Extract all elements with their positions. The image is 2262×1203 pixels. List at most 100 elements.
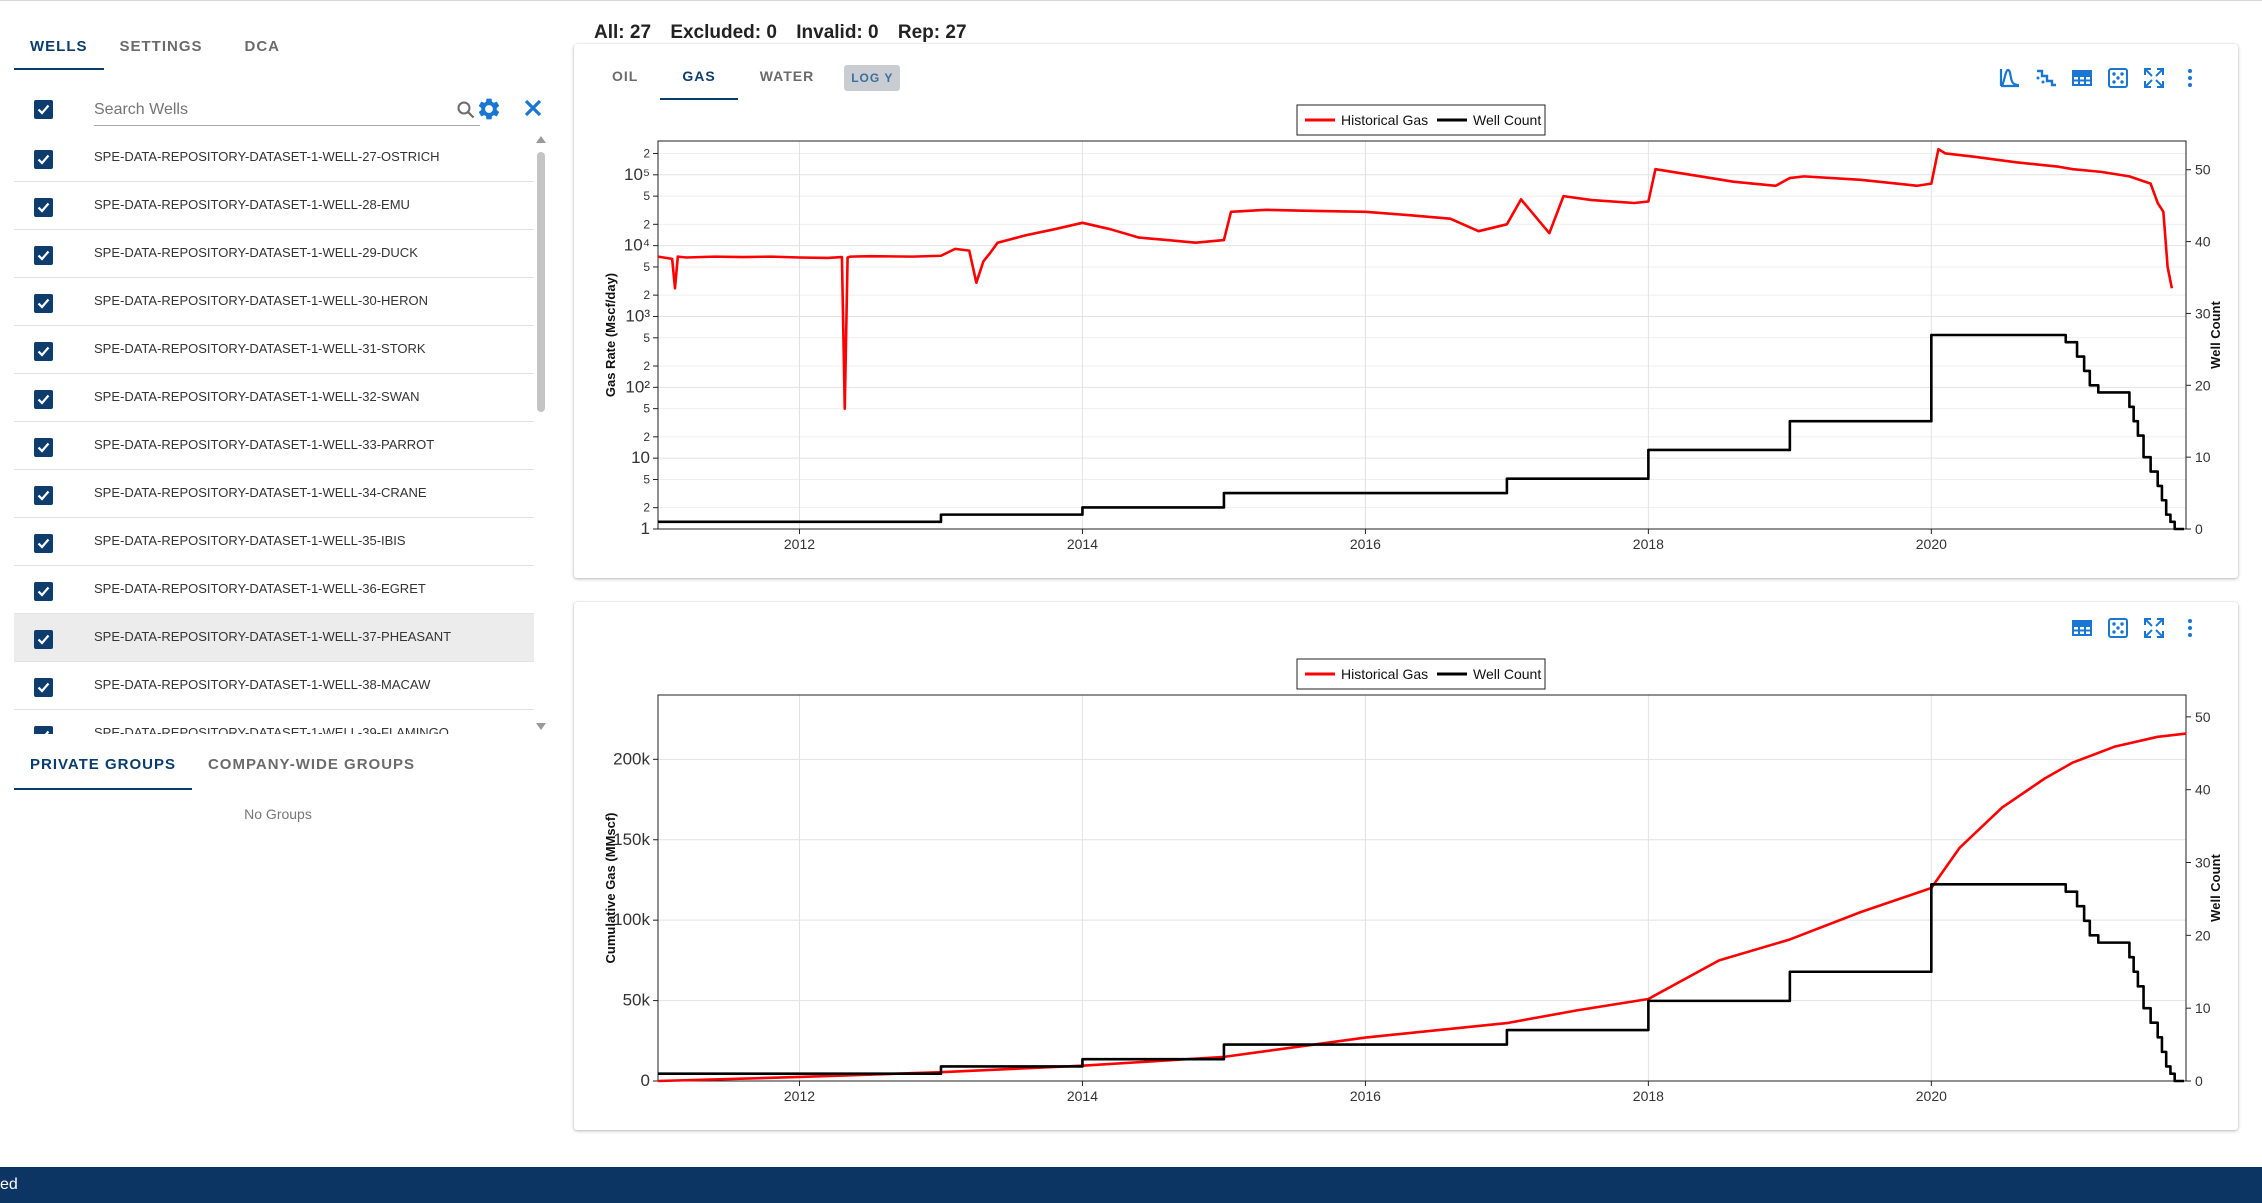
left-tabs: WELLS SETTINGS DCA [14,30,296,70]
tab-company-wide-groups[interactable]: COMPANY-WIDE GROUPS [207,756,416,773]
fullscreen-icon[interactable] [2136,64,2172,92]
well-checkbox[interactable] [34,486,53,505]
y-tick-label: 200k [613,749,650,768]
well-name: SPE-DATA-REPOSITORY-DATASET-1-WELL-30-HE… [94,293,428,308]
well-list-item[interactable]: SPE-DATA-REPOSITORY-DATASET-1-WELL-31-ST… [14,326,534,374]
chart-toolbar-top [1992,64,2208,92]
close-icon[interactable] [521,96,545,125]
well-checkbox[interactable] [34,342,53,361]
well-name: SPE-DATA-REPOSITORY-DATASET-1-WELL-34-CR… [94,485,427,500]
select-all-checkbox[interactable] [34,100,53,119]
x-tick-label: 2014 [1067,1088,1098,1104]
scatter-icon[interactable] [2100,64,2136,92]
count-excluded: Excluded: 0 [670,22,777,43]
left-panel: WELLS SETTINGS DCA SPE-DATA-REPOSITORY-D… [0,0,556,1165]
series-line-historical-gas [657,732,2187,1083]
scroll-down-arrow-icon[interactable] [536,723,546,730]
well-list-item[interactable]: SPE-DATA-REPOSITORY-DATASET-1-WELL-33-PA… [14,422,534,470]
y-tick-label: 10⁵ [624,165,650,184]
fullscreen-icon[interactable] [2136,614,2172,642]
well-name: SPE-DATA-REPOSITORY-DATASET-1-WELL-37-PH… [94,629,452,644]
check-icon [37,682,50,693]
more-vert-icon[interactable] [2172,614,2208,642]
well-checkbox[interactable] [34,534,53,553]
well-list-item[interactable]: SPE-DATA-REPOSITORY-DATASET-1-WELL-29-DU… [14,230,534,278]
tab-gas[interactable]: GAS [660,60,738,100]
gear-icon[interactable] [476,96,502,127]
well-list-item[interactable]: SPE-DATA-REPOSITORY-DATASET-1-WELL-36-EG… [14,566,534,614]
group-tabs: PRIVATE GROUPS COMPANY-WIDE GROUPS [14,748,431,790]
search-input[interactable] [94,96,434,122]
scroll-up-arrow-icon[interactable] [536,136,546,143]
y-tick-label: 2 [643,359,650,373]
check-icon [37,586,50,597]
x-tick-label: 2012 [784,536,815,552]
well-list-item[interactable]: SPE-DATA-REPOSITORY-DATASET-1-WELL-34-CR… [14,470,534,518]
check-icon [37,298,50,309]
well-list-item[interactable]: SPE-DATA-REPOSITORY-DATASET-1-WELL-27-OS… [14,134,534,182]
well-list-item[interactable]: SPE-DATA-REPOSITORY-DATASET-1-WELL-32-SW… [14,374,534,422]
y2-tick-label: 40 [2195,234,2211,250]
tab-private-groups[interactable]: PRIVATE GROUPS [14,748,192,790]
gas-rate-chart[interactable]: 2012 2014 2016 2018 2020125102510²2510³2510⁴… [574,44,2238,578]
well-name: SPE-DATA-REPOSITORY-DATASET-1-WELL-33-PA… [94,437,435,452]
well-checkbox[interactable] [34,246,53,265]
well-name: SPE-DATA-REPOSITORY-DATASET-1-WELL-27-OS… [94,149,440,164]
well-checkbox[interactable] [34,294,53,313]
status-text: ed [0,1176,18,1193]
y2-tick-label: 50 [2195,709,2211,725]
check-icon [37,490,50,501]
x-tick-label: 2014 [1067,536,1098,552]
legend-label: Well Count [1473,112,1541,128]
well-checkbox[interactable] [34,726,53,734]
well-checkbox[interactable] [34,582,53,601]
tab-dca[interactable]: DCA [244,38,281,55]
well-list-item[interactable]: SPE-DATA-REPOSITORY-DATASET-1-WELL-38-MA… [14,662,534,710]
chart-type-icon[interactable] [1992,64,2028,92]
scrollbar-thumb[interactable] [537,152,545,412]
well-name: SPE-DATA-REPOSITORY-DATASET-1-WELL-31-ST… [94,341,426,356]
well-list-item[interactable]: SPE-DATA-REPOSITORY-DATASET-1-WELL-37-PH… [14,614,534,662]
well-name: SPE-DATA-REPOSITORY-DATASET-1-WELL-38-MA… [94,677,431,692]
table-icon[interactable] [2064,64,2100,92]
well-list-item[interactable]: SPE-DATA-REPOSITORY-DATASET-1-WELL-39-FL… [14,710,534,734]
log-y-toggle[interactable]: LOG Y [844,65,901,91]
well-checkbox[interactable] [34,198,53,217]
well-list-item[interactable]: SPE-DATA-REPOSITORY-DATASET-1-WELL-28-EM… [14,182,534,230]
well-checkbox[interactable] [34,630,53,649]
more-vert-icon[interactable] [2172,64,2208,92]
well-name: SPE-DATA-REPOSITORY-DATASET-1-WELL-32-SW… [94,389,420,404]
search-row [14,96,544,126]
cumulative-gas-chart[interactable]: 2012 2014 2016 2018 2020 0 50k 100k 150k 200k 0 10 2… [574,602,2238,1130]
y-axis-label: Cumulative Gas (MMscf) [603,813,618,964]
chart-toolbar-bottom [2064,614,2208,642]
plot-frame [657,694,2187,1082]
search-icon[interactable] [456,100,476,125]
check-icon [37,538,50,549]
step-chart-icon[interactable] [2028,64,2064,92]
y-tick-label: 100k [613,910,650,929]
y-tick-label: 2 [643,501,650,515]
y-tick-label: 10² [625,377,650,396]
search-field[interactable] [94,96,480,126]
tab-wells[interactable]: WELLS [14,30,104,70]
y-tick-label: 10 [631,448,650,467]
check-icon [37,104,50,115]
well-list-item[interactable]: SPE-DATA-REPOSITORY-DATASET-1-WELL-35-IB… [14,518,534,566]
tab-settings[interactable]: SETTINGS [119,38,203,55]
check-icon [37,634,50,645]
no-groups-text: No Groups [244,806,312,822]
tab-water[interactable]: WATER [759,68,815,84]
well-checkbox[interactable] [34,150,53,169]
well-checkbox[interactable] [34,438,53,457]
well-list-item[interactable]: SPE-DATA-REPOSITORY-DATASET-1-WELL-30-HE… [14,278,534,326]
y-tick-label: 2 [643,217,650,231]
scatter-icon[interactable] [2100,614,2136,642]
tab-oil[interactable]: OIL [612,68,639,84]
well-checkbox[interactable] [34,390,53,409]
y2-tick-label: 40 [2195,782,2211,798]
table-icon[interactable] [2064,614,2100,642]
well-checkbox[interactable] [34,678,53,697]
x-tick-label: 2012 [784,1088,815,1104]
y-tick-label: 0 [641,1071,650,1090]
